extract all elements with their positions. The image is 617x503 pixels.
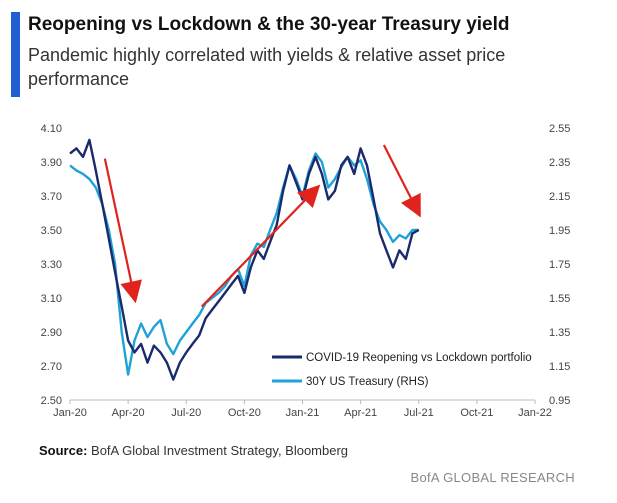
y-right-tick-label: 1.75	[549, 259, 570, 271]
legend-label: COVID-19 Reopening vs Lockdown portfolio	[306, 352, 532, 364]
y-right-tick-label: 1.95	[549, 225, 570, 237]
series-line-treasury	[69, 152, 419, 376]
x-tick-label: Jan-22	[518, 407, 552, 419]
source-text: BofA Global Investment Strategy, Bloombe…	[91, 443, 349, 458]
arrow-up-reopening	[200, 184, 321, 308]
title-accent-bar	[11, 12, 20, 97]
y-left-tick-label: 3.30	[41, 259, 62, 271]
source-note: Source: BofA Global Investment Strategy,…	[39, 443, 348, 458]
y-left-tick-label: 4.10	[41, 123, 62, 135]
source-label: Source:	[39, 443, 88, 458]
y-right-tick-label: 1.35	[549, 327, 570, 339]
chart-subtitle: Pandemic highly correlated with yields &…	[28, 45, 506, 89]
x-tick-label: Oct-21	[460, 407, 493, 419]
x-tick-label: Jul-20	[171, 407, 201, 419]
y-right-tick-label: 2.15	[549, 191, 570, 203]
y-left-tick-label: 2.70	[41, 361, 62, 373]
chart-area: 2.50 2.70 2.90 3.10 3.30 3.50 3.70 3.90 4.10 0.9…	[0, 110, 617, 435]
x-tick-label: Jan-20	[53, 407, 87, 419]
legend-label: 30Y US Treasury (RHS)	[306, 376, 429, 388]
y-right-tick-label: 2.35	[549, 157, 570, 169]
y-left-tick-label: 3.10	[41, 293, 62, 305]
line-chart: 2.50 2.70 2.90 3.10 3.30 3.50 3.70 3.90 4.10 0.9…	[41, 123, 571, 419]
y-left-tick-label: 3.90	[41, 157, 62, 169]
y-left-tick-label: 2.50	[41, 395, 62, 407]
y-left-tick-label: 3.70	[41, 191, 62, 203]
chart-title: Reopening vs Lockdown & the 30-year Trea…	[28, 14, 510, 35]
footer-brand: BofA GLOBAL RESEARCH	[410, 470, 575, 485]
y-right-tick-label: 1.55	[549, 293, 570, 305]
x-tick-label: Jul-21	[404, 407, 434, 419]
arrow-down-lockdown	[103, 158, 142, 304]
y-right-tick-label: 1.15	[549, 361, 570, 373]
y-left-tick-label: 3.50	[41, 225, 62, 237]
x-tick-label: Jan-21	[286, 407, 320, 419]
y-right-tick-label: 0.95	[549, 395, 570, 407]
series-line-portfolio	[69, 138, 420, 381]
y-right-tick-label: 2.55	[549, 123, 570, 135]
x-tick-label: Oct-20	[228, 407, 261, 419]
arrow-down-2021	[382, 144, 421, 218]
y-left-tick-label: 2.90	[41, 327, 62, 339]
x-tick-label: Apr-21	[344, 407, 377, 419]
x-tick-label: Apr-20	[112, 407, 145, 419]
